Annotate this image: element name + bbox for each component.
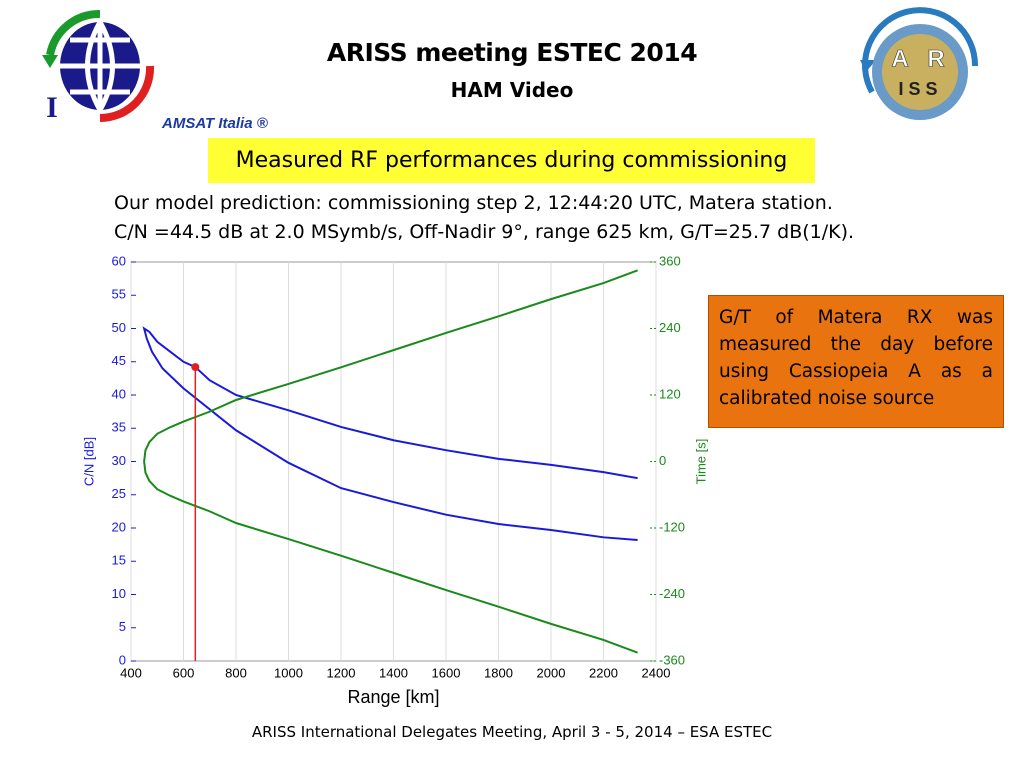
y2-tick-label: 240 — [659, 320, 681, 335]
logo-letter: I — [46, 91, 58, 124]
line — [143, 269, 638, 654]
logo-text: AMSAT Italia ® — [161, 115, 269, 132]
y-tick-label: 0 — [119, 652, 126, 667]
y-tick-label: 15 — [112, 553, 126, 568]
y-tick-label: 10 — [112, 586, 126, 601]
x-tick-label: 2400 — [642, 665, 671, 680]
x-tick-label: 400 — [120, 665, 142, 680]
y2-axis-label: Time [s] — [693, 439, 708, 485]
logo-grid — [60, 20, 140, 112]
y-tick-label: 5 — [119, 619, 126, 634]
x-tick-label: 1400 — [379, 665, 408, 680]
y2-tick-label: -240 — [659, 586, 685, 601]
y-tick-label: 25 — [112, 486, 126, 501]
logo-letter: A — [891, 45, 908, 72]
y-tick-label: 55 — [112, 287, 126, 302]
y-tick-label: 60 — [112, 253, 126, 268]
y2-tick-label: 0 — [659, 453, 666, 468]
y2-tick-label: 120 — [659, 386, 681, 401]
x-tick-label: 800 — [225, 665, 247, 680]
x-tick-label: 600 — [173, 665, 195, 680]
x-tick-label: 1600 — [432, 665, 461, 680]
x-tick-label: 2200 — [589, 665, 618, 680]
logo-center — [882, 34, 958, 110]
amsat-logo: I AMSAT Italia ® — [42, 9, 269, 132]
y-tick-label: 45 — [112, 353, 126, 368]
line — [142, 326, 638, 541]
description-line: C/N =44.5 dB at 2.0 MSymb/s, Off-Nadir 9… — [114, 221, 855, 243]
y-tick-label: 30 — [112, 453, 126, 468]
slide-title: ARISS meeting ESTEC 2014 — [326, 38, 698, 67]
note-box: G/T of Matera RX was measured the day be… — [708, 295, 1004, 428]
marker-point — [191, 363, 200, 372]
logo-arc — [99, 65, 155, 122]
logo-letter: I S S — [898, 79, 937, 99]
x-tick-label: 1000 — [274, 665, 303, 680]
y2-tick-label: 360 — [659, 253, 681, 268]
footer: ARISS International Delegates Meeting, A… — [251, 723, 773, 741]
y2-tick-label: -120 — [659, 519, 685, 534]
x-tick-label: 1200 — [327, 665, 356, 680]
x-tick-label: 2000 — [537, 665, 566, 680]
y-tick-label: 35 — [112, 420, 126, 435]
highlight-box: Measured RF performances during commissi… — [208, 138, 815, 183]
y2-tick-label: -360 — [659, 652, 685, 667]
x-tick-label: 1800 — [484, 665, 513, 680]
logo-arrow — [860, 60, 876, 72]
ariss-logo: A R I S S — [860, 7, 979, 120]
logo-arrow — [42, 55, 58, 68]
slide-subtitle: HAM Video — [450, 78, 574, 102]
y-tick-label: 20 — [112, 519, 126, 534]
x-axis-label: Range [km] — [347, 687, 439, 707]
y-tick-label: 50 — [112, 320, 126, 335]
logo-letter: R — [927, 45, 944, 72]
description-line: Our model prediction: commissioning step… — [114, 192, 833, 214]
y-tick-label: 40 — [112, 386, 126, 401]
logo-arc — [46, 9, 101, 56]
y-axis-label: C/N [dB] — [81, 437, 96, 486]
